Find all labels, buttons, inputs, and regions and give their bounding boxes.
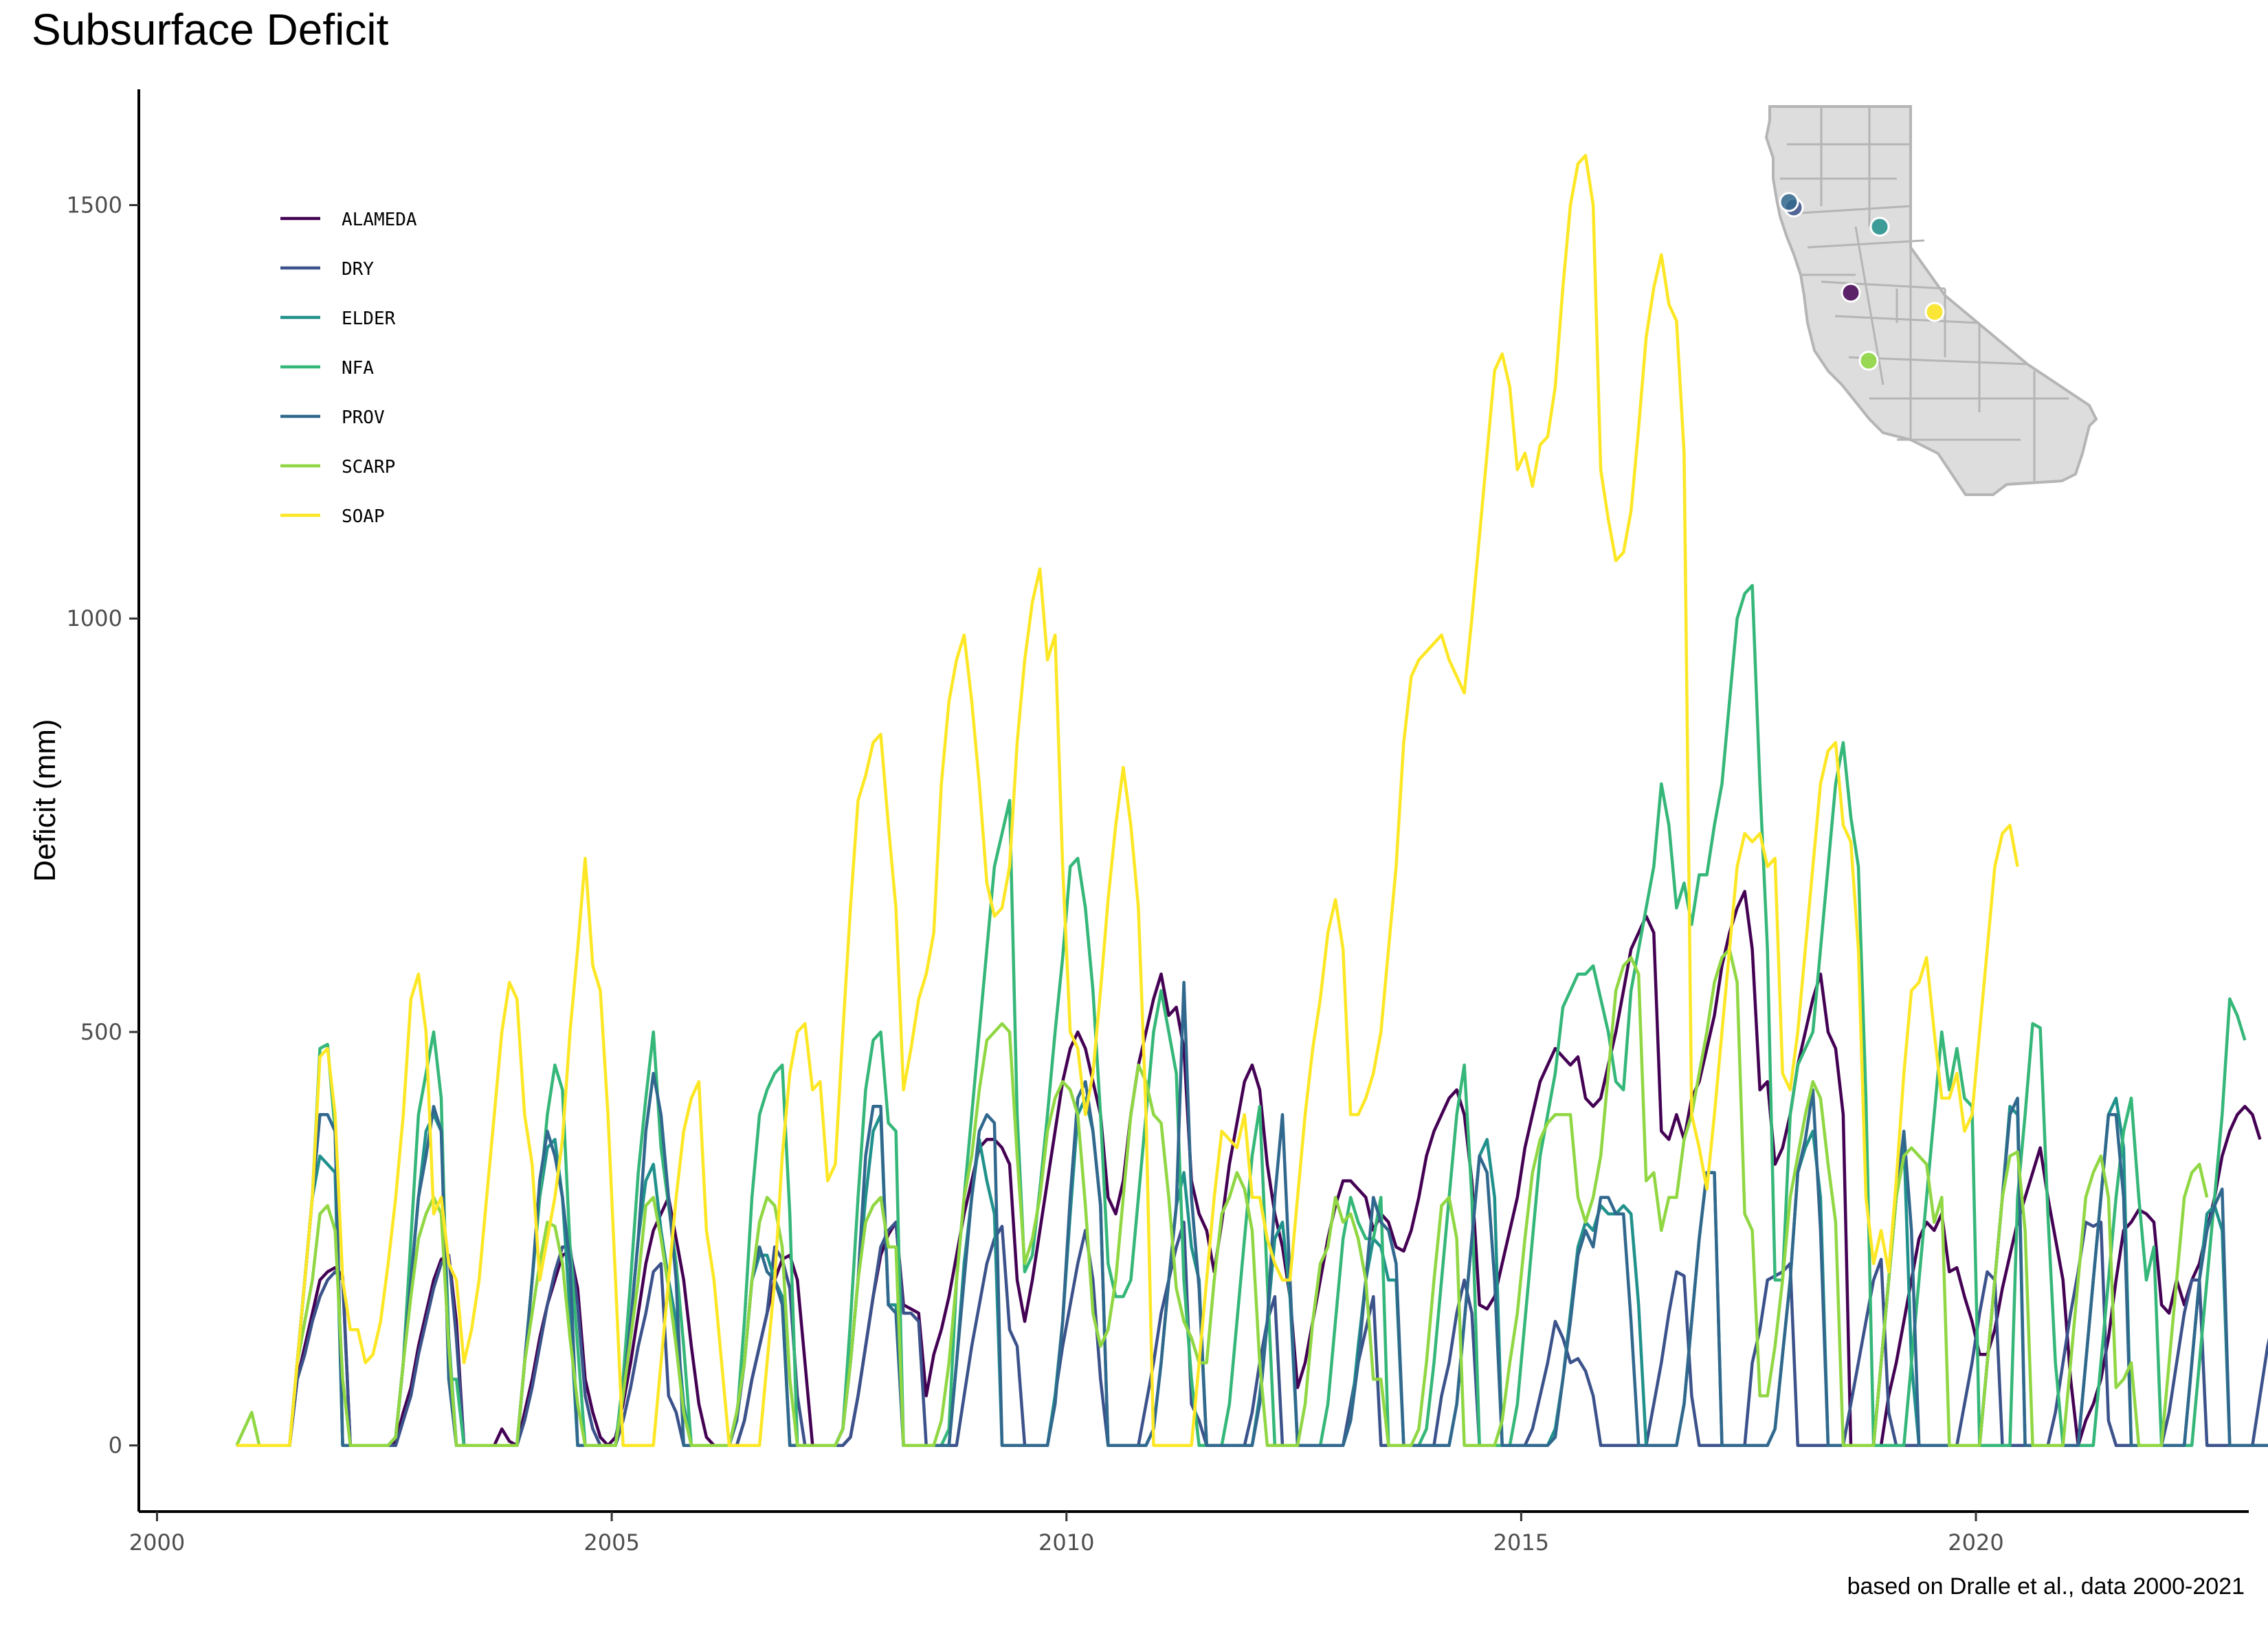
series-lines	[235, 154, 2268, 1447]
site-marker-elder	[1779, 192, 1799, 212]
california-outline	[1764, 105, 2098, 496]
legend-label-alameda: ALAMEDA	[342, 210, 417, 230]
legend-label-scarp: SCARP	[342, 457, 395, 478]
legend-label-dry: DRY	[342, 259, 374, 280]
series-line-soap	[236, 154, 2019, 1447]
axes	[129, 89, 2249, 1521]
legend-label-elder: ELDER	[342, 309, 396, 329]
y-tick-label: 1500	[67, 192, 122, 218]
x-tick-label: 2005	[583, 1529, 639, 1556]
legend-label-soap: SOAP	[342, 506, 385, 527]
legend-label-nfa: NFA	[342, 358, 374, 379]
series-line-scarp	[235, 947, 2209, 1447]
x-tick-label: 2015	[1493, 1529, 1549, 1556]
tick-labels: 2000 2005 2010 2015 2020 0 500 1000 1500 Deficit …	[28, 192, 2004, 1556]
legend-label-prov: PROV	[342, 407, 385, 428]
chart-caption: based on Dralle et al., data 2000-2021	[1847, 1573, 2245, 1600]
site-marker-nfa	[1869, 216, 1890, 237]
x-tick-label: 2020	[1948, 1529, 2003, 1556]
site-marker-scarp	[1858, 350, 1879, 371]
site-marker-alameda	[1841, 282, 1861, 303]
site-markers	[1779, 192, 1945, 371]
legend: ALAMEDA DRY ELDER NFA PROV SCARP SOAP	[280, 210, 417, 527]
y-tick-label: 0	[109, 1433, 122, 1459]
y-axis-title: Deficit (mm)	[28, 719, 62, 882]
county-lines	[1780, 106, 2069, 481]
y-tick-label: 500	[80, 1019, 122, 1045]
x-tick-label: 2000	[129, 1529, 185, 1556]
series-line-prov	[236, 980, 2268, 1447]
california-inset-map	[1764, 105, 2098, 496]
site-marker-soap	[1924, 302, 1945, 322]
series-line-nfa	[236, 583, 2247, 1447]
x-tick-label: 2010	[1038, 1529, 1094, 1556]
y-tick-label: 1000	[67, 605, 122, 631]
chart-title: Subsurface Deficit	[32, 5, 389, 54]
